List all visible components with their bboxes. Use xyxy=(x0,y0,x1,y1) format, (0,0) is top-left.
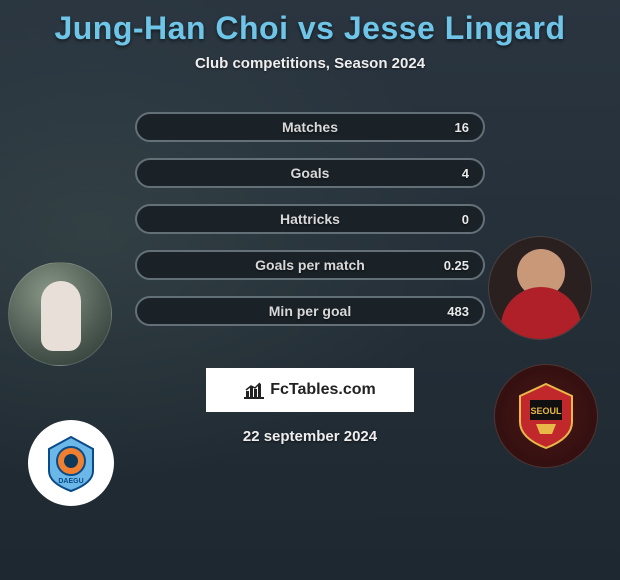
subtitle: Club competitions, Season 2024 xyxy=(195,55,425,72)
player-right-avatar xyxy=(488,236,592,340)
stats-list: Matches 16 Goals 4 Hattricks 0 Goals per… xyxy=(135,112,485,326)
stat-label: Min per goal xyxy=(269,303,351,319)
branding-badge: FcTables.com xyxy=(206,368,414,412)
stat-row-goals-per-match: Goals per match 0.25 xyxy=(135,250,485,280)
player-left-avatar xyxy=(8,262,112,366)
stat-label: Hattricks xyxy=(280,211,340,227)
stat-row-hattricks: Hattricks 0 xyxy=(135,204,485,234)
stat-row-matches: Matches 16 xyxy=(135,112,485,142)
stat-row-min-per-goal: Min per goal 483 xyxy=(135,296,485,326)
stat-value: 0.25 xyxy=(444,258,469,273)
stat-row-goals: Goals 4 xyxy=(135,158,485,188)
daegu-fc-icon: DAEGU xyxy=(41,433,101,493)
stat-label: Matches xyxy=(282,119,338,135)
stat-value: 16 xyxy=(455,120,469,135)
stat-value: 0 xyxy=(462,212,469,227)
footer-date: 22 september 2024 xyxy=(243,428,377,445)
club-right-logo: SEOUL xyxy=(494,364,598,468)
page-title: Jung-Han Choi vs Jesse Lingard xyxy=(54,10,565,47)
branding-text: FcTables.com xyxy=(270,381,376,399)
stat-value: 4 xyxy=(462,166,469,181)
club-left-logo: DAEGU xyxy=(28,420,114,506)
svg-text:DAEGU: DAEGU xyxy=(58,478,83,485)
stats-container: DAEGU SEOUL Matches 16 Goals 4 Hattricks xyxy=(0,112,620,326)
fc-seoul-icon: SEOUL xyxy=(510,380,582,452)
stat-value: 483 xyxy=(447,304,469,319)
stat-label: Goals xyxy=(291,165,330,181)
stat-label: Goals per match xyxy=(255,257,365,273)
svg-text:SEOUL: SEOUL xyxy=(530,406,562,416)
bar-chart-icon xyxy=(244,381,264,399)
